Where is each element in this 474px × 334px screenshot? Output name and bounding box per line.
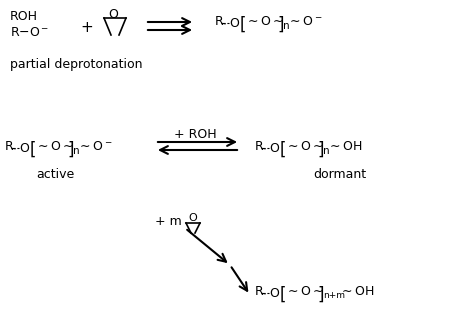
Text: $\sim$O$\sim$: $\sim$O$\sim$ bbox=[285, 285, 324, 298]
Text: $\sim$O$\sim$: $\sim$O$\sim$ bbox=[35, 140, 74, 153]
Text: +: + bbox=[80, 20, 93, 35]
Text: $[$: $[$ bbox=[279, 139, 286, 159]
Text: + ROH: + ROH bbox=[173, 128, 216, 141]
Text: R: R bbox=[255, 285, 264, 298]
Text: $\sim$O$^-$: $\sim$O$^-$ bbox=[287, 15, 322, 28]
Text: ROH: ROH bbox=[10, 10, 38, 23]
Text: + m: + m bbox=[155, 215, 182, 228]
Text: O: O bbox=[19, 142, 29, 155]
Text: dormant: dormant bbox=[313, 168, 366, 181]
Text: $[$: $[$ bbox=[279, 284, 286, 304]
Text: n: n bbox=[283, 21, 290, 31]
Text: R: R bbox=[5, 140, 14, 153]
Text: active: active bbox=[36, 168, 74, 181]
Text: $_,$: $_,$ bbox=[13, 144, 17, 154]
Text: $\sim$OH: $\sim$OH bbox=[339, 285, 374, 298]
Text: $\sim$O$\sim$: $\sim$O$\sim$ bbox=[245, 15, 284, 28]
Text: $]$: $]$ bbox=[277, 14, 284, 33]
Text: $\sim$OH: $\sim$OH bbox=[327, 140, 362, 153]
Text: O: O bbox=[189, 213, 197, 223]
Text: $]$: $]$ bbox=[67, 139, 74, 159]
Text: O: O bbox=[269, 142, 279, 155]
Text: R$-$O$^-$: R$-$O$^-$ bbox=[10, 26, 49, 39]
Text: O: O bbox=[269, 287, 279, 300]
Text: partial deprotonation: partial deprotonation bbox=[10, 58, 143, 71]
Text: $\sim$O$^-$: $\sim$O$^-$ bbox=[77, 140, 112, 153]
Text: $_,$: $_,$ bbox=[263, 289, 267, 299]
Text: $[$: $[$ bbox=[29, 139, 36, 159]
Text: n: n bbox=[73, 146, 80, 156]
Text: $]$: $]$ bbox=[317, 139, 324, 159]
Text: O: O bbox=[108, 8, 118, 21]
Text: $\sim$O$\sim$: $\sim$O$\sim$ bbox=[285, 140, 324, 153]
Text: $]$: $]$ bbox=[317, 284, 324, 304]
Text: R: R bbox=[215, 15, 224, 28]
Text: n: n bbox=[323, 146, 329, 156]
Text: n+m: n+m bbox=[323, 291, 345, 300]
Text: $_,$: $_,$ bbox=[263, 144, 267, 154]
Text: $_,$: $_,$ bbox=[223, 19, 227, 29]
Text: $[$: $[$ bbox=[239, 14, 246, 33]
Text: O: O bbox=[229, 17, 239, 30]
Text: R: R bbox=[255, 140, 264, 153]
